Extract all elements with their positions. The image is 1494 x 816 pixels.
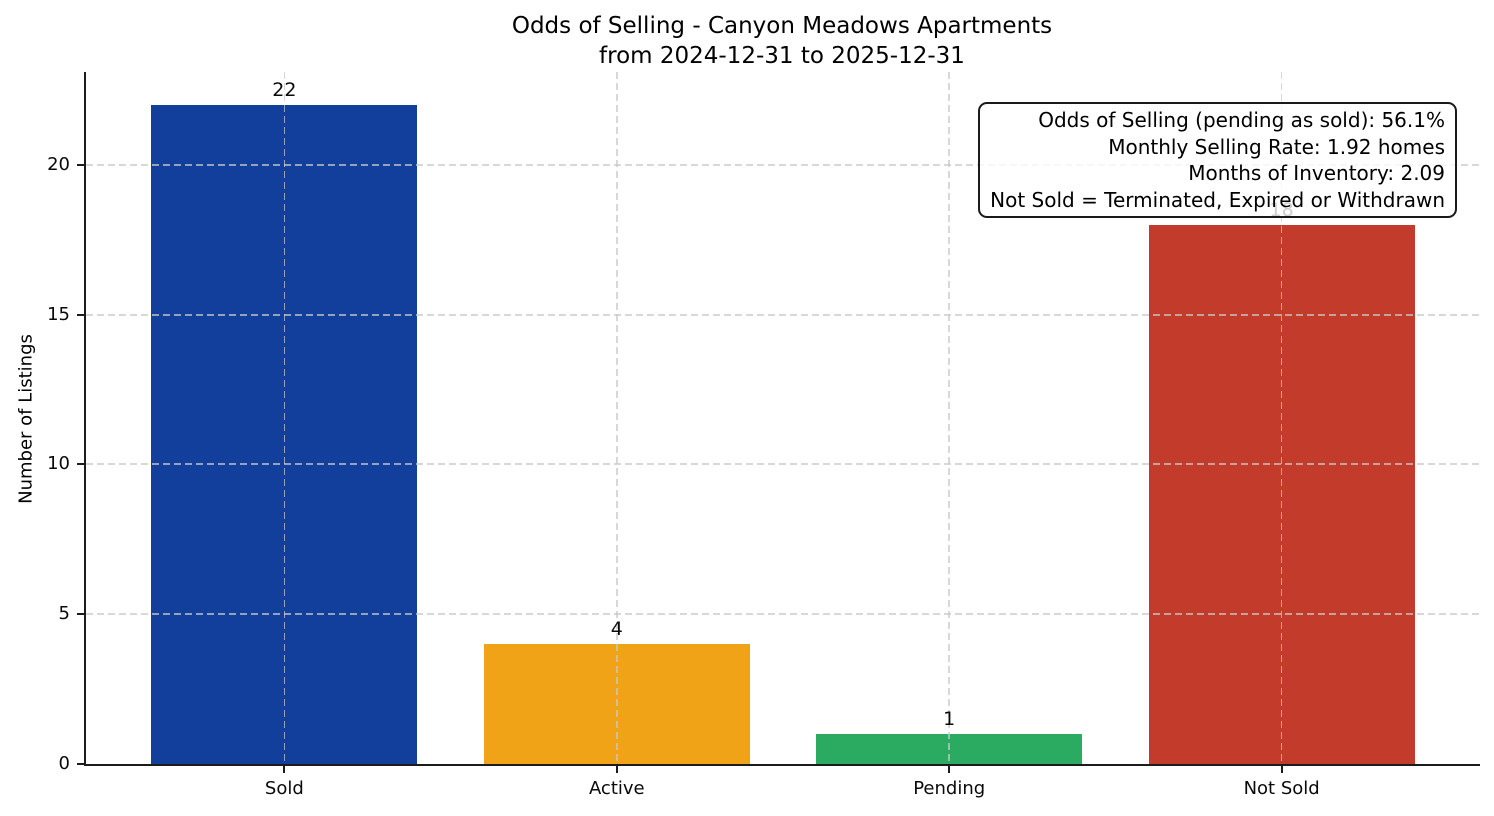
y-tick-20 (77, 163, 84, 166)
y-tick-label-20: 20 (47, 153, 70, 175)
plot-area: 0510152022Sold4Active1Pending18Not Sold (47, 72, 1480, 799)
bar-value-label-pending: 1 (943, 708, 956, 731)
x-tick-label-active: Active (588, 778, 645, 799)
x-tick-sold (283, 766, 286, 773)
x-tick-label-pending: Pending (913, 778, 986, 799)
bar-pending (816, 734, 1083, 764)
chart-title: Odds of Selling - Canyon Meadows Apartme… (511, 13, 1053, 69)
x-tick-label-sold: Sold (264, 778, 304, 799)
y-tick-15 (77, 313, 84, 316)
stats-line-3: Not Sold = Terminated, Expired or Withdr… (990, 187, 1445, 212)
bar-value-label-sold: 22 (272, 78, 297, 101)
x-tick-pending (948, 766, 951, 773)
stats-annotation-box: Odds of Selling (pending as sold): 56.1%… (978, 102, 1457, 218)
stats-line-0: Odds of Selling (pending as sold): 56.1% (1038, 108, 1445, 132)
gridline-x-pending (948, 72, 950, 764)
y-tick-label-10: 10 (47, 453, 70, 475)
bar-sold (151, 104, 418, 764)
stats-line-1: Monthly Selling Rate: 1.92 homes (1108, 134, 1445, 159)
y-tick-5 (77, 613, 84, 616)
y-axis-label: Number of Listings (15, 334, 37, 504)
y-tick-label-0: 0 (58, 753, 70, 774)
bar-not-sold (1148, 224, 1415, 764)
y-tick-label-5: 5 (58, 603, 70, 625)
y-tick-label-15: 15 (47, 303, 70, 325)
bar-value-label-active: 4 (610, 618, 623, 641)
stats-line-2: Months of Inventory: 2.09 (1188, 161, 1445, 185)
x-tick-label-not-sold: Not Sold (1243, 778, 1320, 799)
y-tick-10 (77, 463, 84, 466)
bar-active (483, 644, 750, 764)
x-tick-active (615, 766, 618, 773)
x-tick-not-sold (1280, 766, 1283, 773)
y-tick-0 (77, 763, 84, 765)
